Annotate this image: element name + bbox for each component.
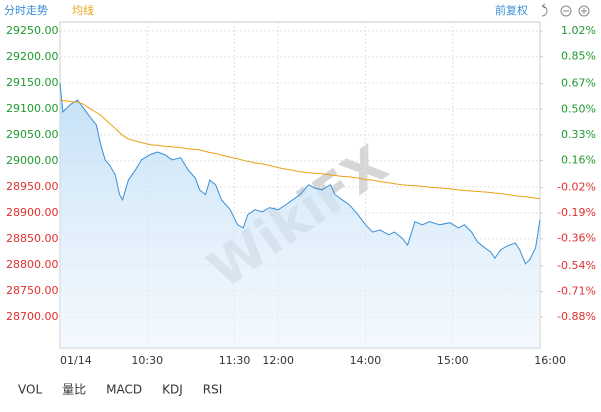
y2-tick-label: 1.02% [561,24,596,37]
avg-line [59,99,541,200]
x-tick-label: 16:00 [534,354,566,367]
y-tick-label: 28700.00 [6,310,59,323]
y2-tick-label: 0.85% [561,50,596,63]
y2-tick-label: -0.88% [557,310,596,323]
zoom-in-icon[interactable] [578,5,590,17]
reset-icon[interactable] [541,3,548,17]
x-tick-label: 14:00 [350,354,382,367]
y2-tick-label: -0.71% [557,284,596,297]
y-tick-label: 29250.00 [6,24,59,37]
indicator-tab[interactable]: MACD [106,383,142,397]
y-tick-label: 29000.00 [6,154,59,167]
x-tick-label: 11:30 [219,354,251,367]
y-tick-label: 28950.00 [6,180,59,193]
y-tick-label: 29150.00 [6,76,59,89]
indicator-tab[interactable]: 量比 [62,383,86,397]
toolbar-icons [541,3,590,17]
y-tick-label: 28900.00 [6,206,59,219]
price-area [60,82,540,349]
tab-title[interactable]: 分时走势 [4,4,48,17]
y-tick-label: 29200.00 [6,50,59,63]
y-tick-label: 28750.00 [6,284,59,297]
x-tick-label: 01/14 [60,354,92,367]
y2-tick-label: 0.33% [561,128,596,141]
indicator-tab[interactable]: VOL [18,383,42,397]
avg-label: 均线 [72,3,94,17]
y2-tick-label: -0.54% [557,259,596,272]
y-tick-label: 29100.00 [6,102,59,115]
y2-tick-label: 0.16% [561,153,596,166]
x-tick-label: 10:30 [131,354,163,367]
price-line [59,82,541,265]
y2-tick-label: -0.36% [557,232,596,245]
adjust-button[interactable]: 前复权 [495,3,528,17]
indicator-tab[interactable]: KDJ [162,383,183,397]
x-tick-label: 15:00 [437,354,469,367]
indicator-tab[interactable]: RSI [203,383,223,397]
zoom-out-icon[interactable] [560,5,572,17]
y2-tick-label: -0.02% [557,181,596,194]
y-tick-label: 28850.00 [6,232,59,245]
y2-tick-label: 0.50% [561,102,596,115]
y-tick-label: 28800.00 [6,258,59,271]
x-tick-label: 12:00 [262,354,294,367]
y2-tick-label: 0.67% [561,77,596,90]
y2-tick-label: -0.19% [557,206,596,219]
y-tick-label: 29050.00 [6,128,59,141]
